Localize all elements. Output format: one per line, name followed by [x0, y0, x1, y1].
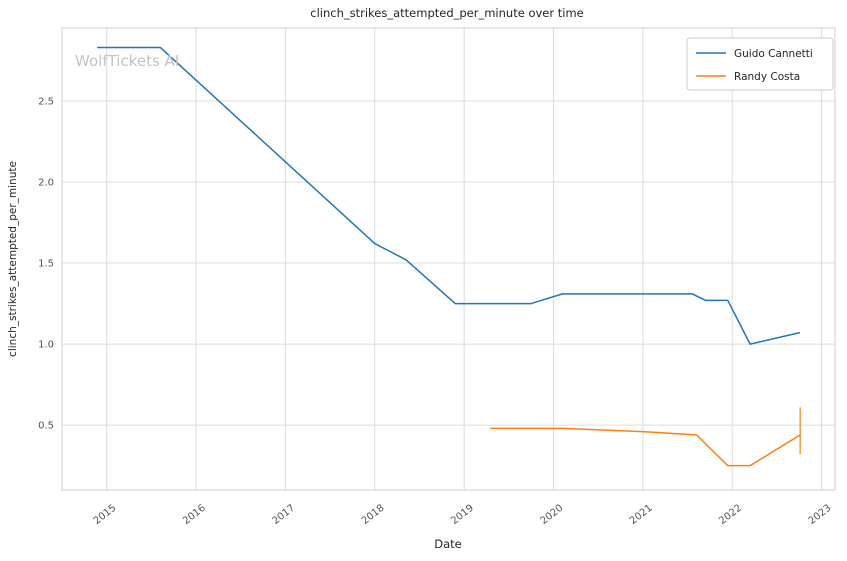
- chart-title: clinch_strikes_attempted_per_minute over…: [310, 6, 583, 20]
- grid: [62, 28, 835, 490]
- y-tick-label: 1.0: [38, 340, 54, 351]
- series-line-guido-cannetti: [96, 46, 801, 345]
- series-group: [96, 46, 801, 467]
- series-line-randy-costa: [490, 427, 801, 467]
- x-tick-label: 2016: [181, 503, 208, 527]
- legend-label-randy-costa: Randy Costa: [734, 71, 800, 83]
- y-tick-label: 1.5: [38, 259, 54, 270]
- legend: Guido Cannetti Randy Costa: [686, 37, 834, 91]
- x-tick-label: 2020: [539, 503, 566, 527]
- y-tick-label: 2.5: [38, 96, 54, 107]
- x-axis-label: Date: [434, 537, 462, 551]
- watermark: WolfTickets AI: [75, 52, 179, 70]
- plot-background: [62, 28, 835, 490]
- x-tick-label: 2015: [92, 503, 119, 527]
- x-tick-label: 2019: [449, 503, 476, 527]
- x-tick-label: 2017: [270, 503, 297, 527]
- y-tick-label: 0.5: [38, 421, 54, 432]
- y-axis-label: clinch_strikes_attempted_per_minute: [7, 161, 19, 357]
- x-tick-label: 2023: [807, 503, 834, 527]
- x-tick-label: 2021: [628, 503, 655, 527]
- x-tick-label: 2018: [360, 503, 387, 527]
- y-tick-label: 2.0: [38, 178, 54, 189]
- legend-box: [686, 37, 834, 91]
- legend-label-guido-cannetti: Guido Cannetti: [734, 48, 813, 60]
- plot-spines: [61, 27, 836, 491]
- x-tick-label: 2022: [717, 503, 744, 527]
